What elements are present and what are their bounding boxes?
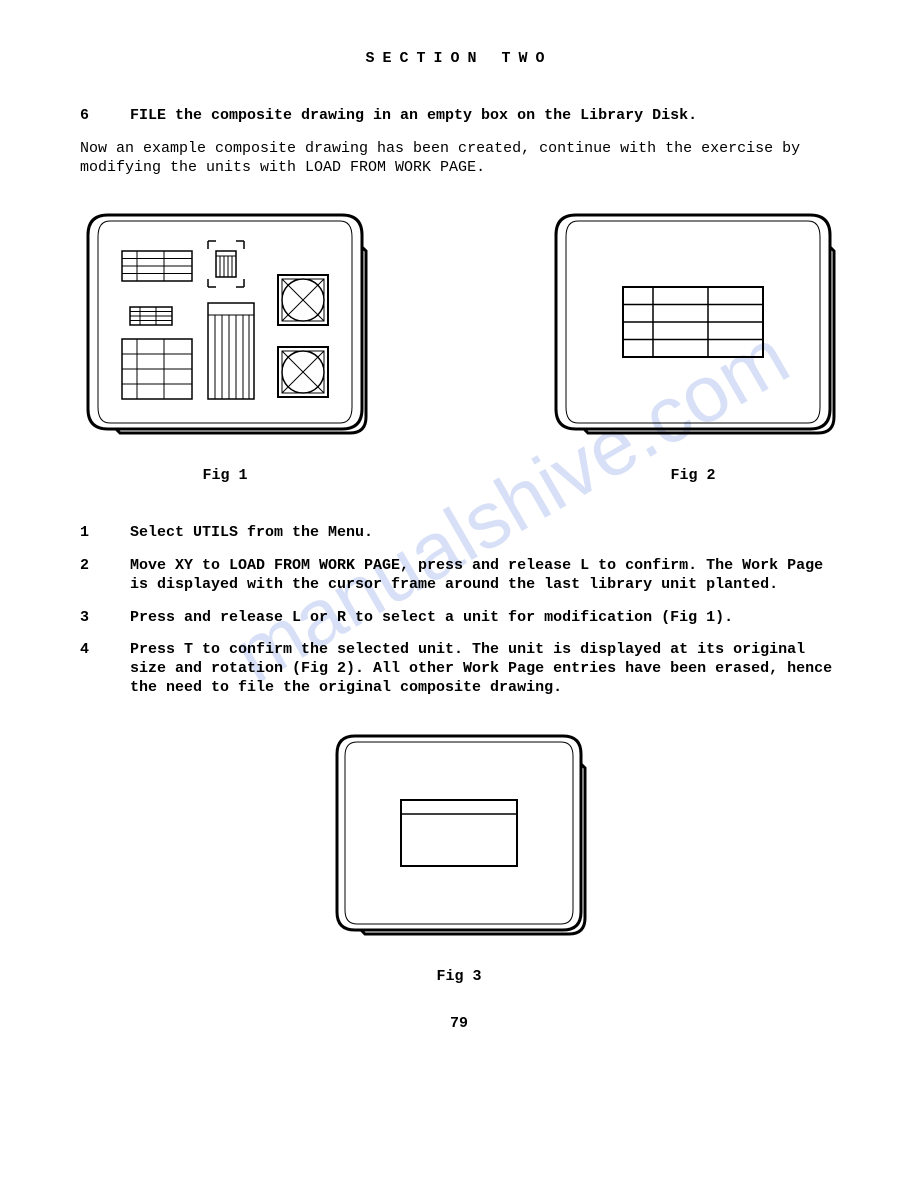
step-number: 1 xyxy=(80,524,130,543)
step-text: Press and release L or R to select a uni… xyxy=(130,609,838,628)
step-text: FILE the composite drawing in an empty b… xyxy=(130,107,838,126)
intro-paragraph: Now an example composite drawing has bee… xyxy=(80,140,838,178)
figure-2-svg xyxy=(548,207,838,437)
step-number: 3 xyxy=(80,609,130,628)
figure-3-caption: Fig 3 xyxy=(436,968,481,985)
figure-2-caption: Fig 2 xyxy=(670,467,715,484)
section-header: SECTION TWO xyxy=(80,50,838,67)
step-number: 2 xyxy=(80,557,130,595)
steps-bottom: 1 Select UTILS from the Menu. 2 Move XY … xyxy=(80,524,838,697)
page-number: 79 xyxy=(450,1015,468,1032)
step-number: 6 xyxy=(80,107,130,126)
figure-2-block: Fig 2 xyxy=(548,207,838,504)
step-text: Press T to confirm the selected unit. Th… xyxy=(130,641,838,697)
step-4: 4 Press T to confirm the selected unit. … xyxy=(80,641,838,697)
step-1: 1 Select UTILS from the Menu. xyxy=(80,524,838,543)
step-2: 2 Move XY to LOAD FROM WORK PAGE, press … xyxy=(80,557,838,595)
step-3: 3 Press and release L or R to select a u… xyxy=(80,609,838,628)
step-text: Select UTILS from the Menu. xyxy=(130,524,838,543)
figure-3-svg xyxy=(329,728,589,938)
figure-1-svg xyxy=(80,207,370,437)
step-6: 6 FILE the composite drawing in an empty… xyxy=(80,107,838,126)
step-number: 4 xyxy=(80,641,130,697)
figure-row-1: Fig 1 Fig 2 xyxy=(80,207,838,504)
figure-1-block: Fig 1 xyxy=(80,207,370,504)
figure-1-caption: Fig 1 xyxy=(202,467,247,484)
step-text: Move XY to LOAD FROM WORK PAGE, press an… xyxy=(130,557,838,595)
steps-top: 6 FILE the composite drawing in an empty… xyxy=(80,107,838,126)
figure-3-block: Fig 3 79 xyxy=(80,728,838,1032)
